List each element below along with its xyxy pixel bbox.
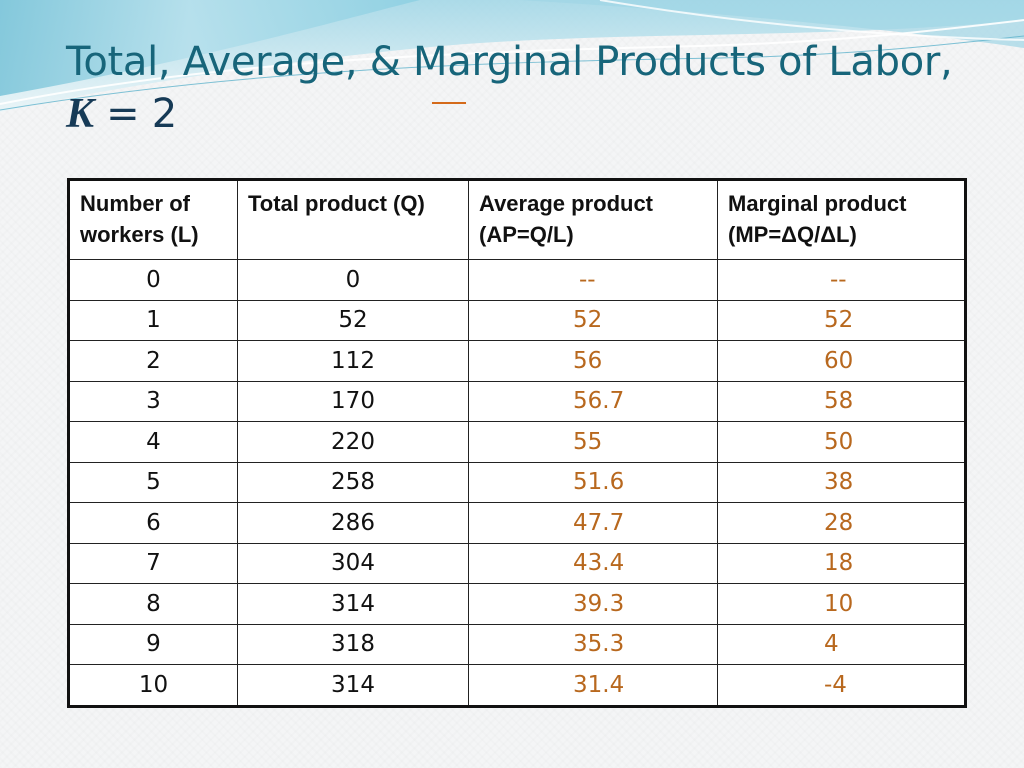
cell-marginal-product: -4 [824, 671, 847, 698]
cell-average-product: 47.7 [573, 509, 625, 536]
table-row: 0 0 -- -- [68, 259, 966, 301]
header-total-product: Total product (Q) [237, 179, 469, 260]
header-marginal-product: Marginal product (MP=ΔQ/ΔL) [717, 179, 966, 260]
title-line-2: K = 2 [66, 88, 952, 140]
cell-workers: 10 [68, 664, 238, 707]
cell-workers: 9 [68, 623, 238, 665]
header-average-product: Average product (AP=Q/L) [468, 179, 718, 260]
cell-workers: 5 [68, 461, 238, 503]
production-table: Number of workers (L) Total product (Q) … [67, 178, 967, 708]
decorative-dash [432, 102, 466, 104]
cell-total-product: 170 [237, 380, 469, 422]
table-row: 6 286 47.7 28 [68, 502, 966, 544]
header-workers: Number of workers (L) [68, 179, 238, 260]
cell-workers: 8 [68, 583, 238, 625]
table-row: 5 258 51.6 38 [68, 461, 966, 503]
cell-average-product: 55 [573, 428, 603, 455]
cell-total-product: 52 [237, 299, 469, 341]
cell-marginal-product: 58 [824, 388, 854, 415]
cell-total-product: 304 [237, 542, 469, 584]
cell-marginal-product: 18 [824, 550, 854, 577]
cell-marginal-product: 28 [824, 509, 854, 536]
page-title: Total, Average, & Marginal Products of L… [66, 36, 953, 140]
cell-average-product: 31.4 [573, 671, 625, 698]
cell-total-product: 220 [237, 421, 469, 463]
cell-total-product: 258 [237, 461, 469, 503]
table-row: 2 112 56 60 [68, 340, 966, 382]
cell-workers: 1 [68, 299, 238, 341]
cell-workers: 6 [68, 502, 238, 544]
cell-average-product: 52 [573, 307, 603, 334]
title-line-1: Total, Average, & Marginal Products of L… [66, 39, 953, 85]
cell-average-product: 43.4 [573, 550, 625, 577]
header-wave-decoration [0, 0, 1024, 112]
cell-total-product: 314 [237, 664, 469, 707]
table-row: 8 314 39.3 10 [68, 583, 966, 625]
table-row: 7 304 43.4 18 [68, 542, 966, 584]
table-row: 3 170 56.7 58 [68, 380, 966, 422]
cell-workers: 2 [68, 340, 238, 382]
cell-workers: 7 [68, 542, 238, 584]
cell-marginal-product: 4 [824, 631, 839, 658]
cell-average-product: 51.6 [573, 469, 625, 496]
cell-average-product: 56 [573, 347, 603, 374]
cell-total-product: 0 [237, 259, 469, 301]
table-header-row: Number of workers (L) Total product (Q) … [68, 179, 966, 260]
cell-average-product: 56.7 [573, 388, 625, 415]
capital-variable-k: K [66, 91, 94, 137]
cell-average-product: 35.3 [573, 631, 625, 658]
cell-marginal-product: 50 [824, 428, 854, 455]
cell-marginal-product: 10 [824, 590, 854, 617]
cell-total-product: 318 [237, 623, 469, 665]
cell-marginal-product: 52 [824, 307, 854, 334]
cell-workers: 0 [68, 259, 238, 301]
cell-average-product: -- [579, 266, 596, 293]
cell-workers: 3 [68, 380, 238, 422]
cell-average-product: 39.3 [573, 590, 625, 617]
table-row: 1 52 52 52 [68, 299, 966, 341]
cell-workers: 4 [68, 421, 238, 463]
cell-total-product: 286 [237, 502, 469, 544]
table-row: 4 220 55 50 [68, 421, 966, 463]
cell-total-product: 314 [237, 583, 469, 625]
cell-marginal-product: 38 [824, 469, 854, 496]
table-row: 10 314 31.4 -4 [68, 664, 966, 707]
cell-marginal-product: 60 [824, 347, 854, 374]
cell-marginal-product: -- [830, 266, 847, 293]
cell-total-product: 112 [237, 340, 469, 382]
table-row: 9 318 35.3 4 [68, 623, 966, 665]
capital-value: = 2 [93, 91, 177, 137]
